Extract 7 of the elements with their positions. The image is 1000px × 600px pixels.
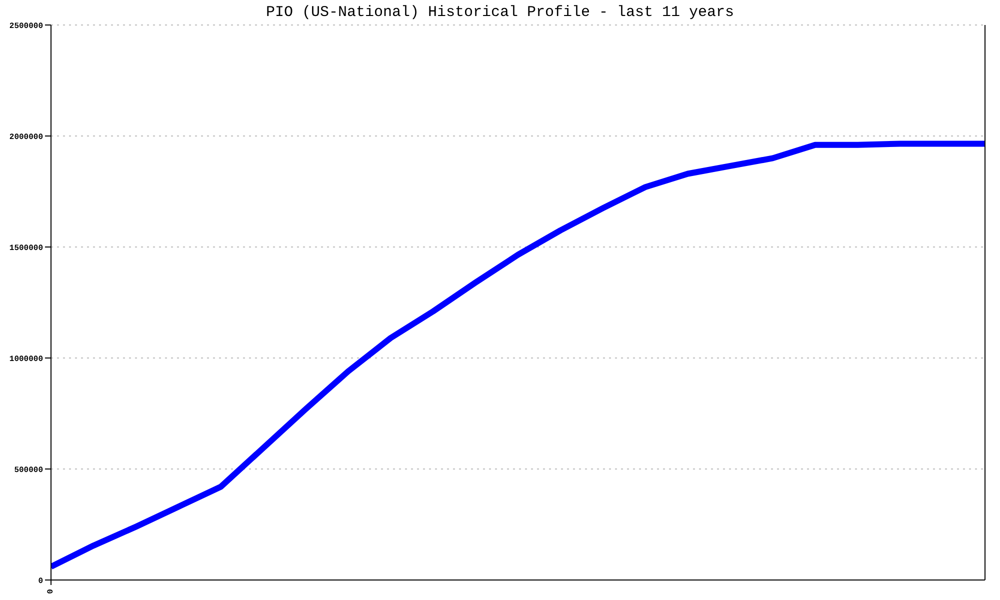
chart-title: PIO (US-National) Historical Profile - last 11 years bbox=[264, 4, 736, 22]
y-tick-label: 2000000 bbox=[9, 132, 44, 142]
y-tick-label: 500000 bbox=[14, 466, 44, 475]
y-tick-label: 2500000 bbox=[9, 22, 44, 31]
y-tick-label: 1000000 bbox=[9, 354, 44, 364]
y-tick-label: 0 bbox=[38, 576, 44, 586]
y-tick-label: 1500000 bbox=[9, 244, 44, 253]
